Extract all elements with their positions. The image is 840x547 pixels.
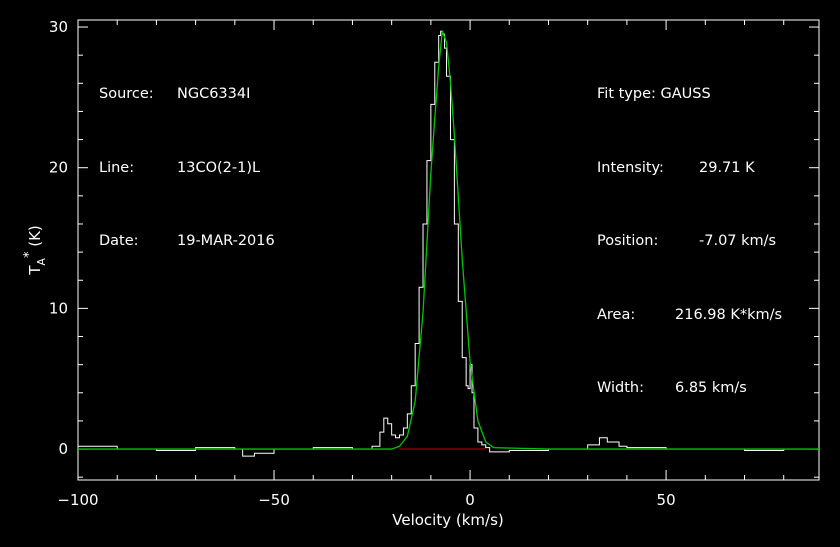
area-value: 216.98 K*km/s: [675, 306, 783, 323]
width-value: 6.85 km/s: [675, 380, 747, 396]
y-tick-label: 0: [58, 440, 68, 458]
source-value: NGC6334I: [177, 86, 251, 102]
area-label: Area:: [597, 306, 636, 323]
fit-line: [78, 30, 819, 450]
position-value: -7.07 km/s: [699, 233, 777, 249]
x-axis-label: Velocity (km/s): [392, 511, 503, 529]
fit-type: Fit type: GAUSS: [597, 86, 711, 102]
fit-info: Fit type: GAUSS Intensity: 29.71 K Positi…: [597, 33, 782, 425]
date-value: 19-MAR-2016: [177, 233, 275, 249]
line-label: Line:: [99, 159, 135, 176]
x-tick-label: 0: [465, 491, 475, 509]
y-tick-label: 10: [49, 299, 68, 317]
intensity-label: Intensity:: [597, 159, 664, 176]
y-tick-label: 30: [49, 18, 68, 36]
axis-tick-labels: −100 −50 0 50 0 10 20 30: [49, 18, 676, 509]
x-tick-label: −50: [258, 491, 290, 509]
svg-text:TA* (K): TA* (K): [22, 225, 48, 276]
y-axis-label: TA* (K): [22, 225, 48, 276]
y-tick-label: 20: [49, 159, 68, 177]
axis-ticks: [77, 20, 819, 480]
width-label: Width:: [597, 380, 645, 396]
intensity-value: 29.71 K: [699, 159, 755, 176]
date-label: Date:: [99, 233, 139, 249]
series-layer: [78, 30, 820, 457]
plot-frame: [77, 19, 820, 481]
x-tick-label: −100: [57, 491, 98, 509]
source-info: Source: NGC6334I Line: 13CO(2-1)L Date: 19-…: [99, 33, 275, 278]
source-label: Source:: [99, 86, 154, 102]
position-label: Position:: [597, 233, 659, 249]
line-value: 13CO(2-1)L: [177, 159, 261, 176]
x-tick-label: 50: [657, 491, 676, 509]
